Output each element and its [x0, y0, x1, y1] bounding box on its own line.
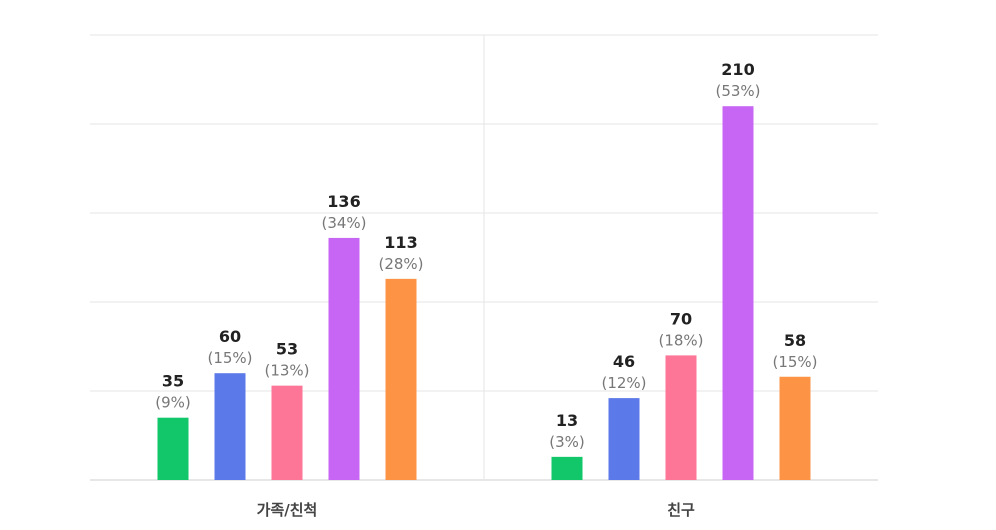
data-label-percent: (9%) [155, 394, 191, 412]
data-label-percent: (15%) [207, 349, 252, 367]
data-label-value: 136 [327, 192, 360, 211]
grid-lines [90, 34, 878, 481]
data-label-percent: (13%) [264, 362, 309, 380]
data-label-percent: (12%) [601, 374, 646, 392]
data-label-percent: (28%) [378, 255, 423, 273]
category-label: 가족/친척 [257, 501, 318, 519]
bar [385, 278, 417, 480]
bar [328, 237, 360, 480]
category-label: 친구 [667, 501, 695, 519]
data-label-value: 13 [556, 411, 578, 430]
category-labels: 가족/친척 친구 [257, 501, 695, 519]
data-label-value: 53 [276, 340, 298, 359]
bar [665, 355, 697, 480]
data-labels: 35 (9%) 60 (15%) 53 (13%) 136 (34%) 113 (28%) 13 (3… [155, 60, 817, 451]
data-label-value: 46 [613, 352, 635, 371]
data-label-value: 35 [162, 372, 184, 391]
bars [157, 106, 811, 480]
data-label-percent: (34%) [321, 214, 366, 232]
data-label-value: 210 [721, 60, 754, 79]
bar [214, 373, 246, 480]
data-label-percent: (3%) [549, 433, 585, 451]
bar [551, 456, 583, 480]
bar [722, 106, 754, 480]
bar [779, 376, 811, 480]
bar [608, 398, 640, 480]
data-label-value: 113 [384, 233, 417, 252]
data-label-value: 70 [670, 309, 692, 328]
data-label-percent: (53%) [715, 82, 760, 100]
data-label-percent: (15%) [772, 353, 817, 371]
data-label-value: 60 [219, 327, 241, 346]
data-label-percent: (18%) [658, 331, 703, 349]
bar [157, 417, 189, 480]
bar [271, 385, 303, 480]
data-label-value: 58 [784, 331, 806, 350]
